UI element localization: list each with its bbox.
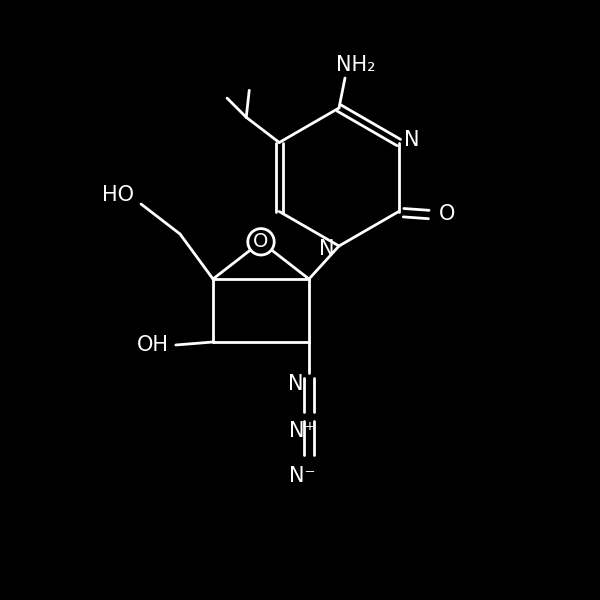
Text: O: O [439, 205, 455, 224]
Text: N: N [319, 239, 335, 259]
Circle shape [248, 229, 274, 255]
Text: N⁻: N⁻ [289, 466, 315, 487]
Text: N: N [288, 374, 304, 394]
Text: NH₂: NH₂ [336, 55, 376, 75]
Text: OH: OH [137, 335, 169, 355]
Text: N: N [404, 130, 420, 149]
Text: HO: HO [102, 185, 134, 205]
Text: O: O [253, 232, 269, 251]
Text: N⁺: N⁺ [289, 421, 315, 442]
